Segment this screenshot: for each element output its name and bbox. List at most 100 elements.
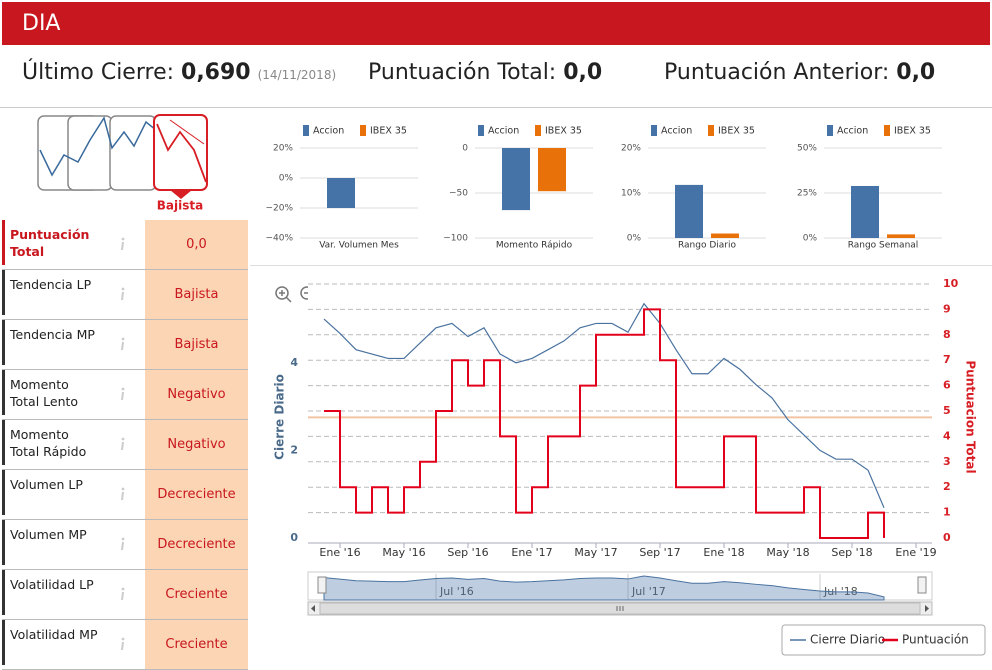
- y-tick-label: 20%: [621, 144, 641, 154]
- date: (14/11/2018): [257, 68, 337, 82]
- row-value: Decreciente: [145, 520, 248, 569]
- navigator-tick-label: Jul '16: [439, 585, 474, 598]
- row-label: Volatilidad LP: [2, 570, 100, 615]
- info-icon[interactable]: [118, 387, 128, 401]
- total-score: Puntuación Total: 0,0: [368, 60, 602, 85]
- y-tick-label: −20%: [265, 204, 293, 214]
- navigator-handle[interactable]: [317, 576, 327, 594]
- header-title: DIA: [2, 2, 990, 45]
- x-tick-label: Momento Rápido: [496, 241, 573, 251]
- navigator-tick-label: Jul '17: [631, 585, 666, 598]
- x-tick-label: Ene '18: [703, 546, 744, 559]
- legend-label: IBEX 35: [894, 126, 931, 137]
- legend-label: Cierre Diario: [810, 633, 885, 647]
- x-tick-label: May '17: [574, 546, 617, 559]
- last-close: Último Cierre: 0,690 (14/11/2018): [22, 60, 336, 85]
- x-tick-label: Ene '16: [319, 546, 360, 559]
- y-tick-label: 0: [462, 144, 468, 154]
- y2-tick-label: 9: [943, 302, 951, 315]
- bar: [502, 148, 530, 211]
- y-axis-title: Cierre Diario: [273, 374, 287, 460]
- row-value: 0,0: [145, 220, 248, 269]
- y2-tick-label: 8: [943, 328, 951, 341]
- y-tick-label: 0: [290, 531, 298, 544]
- row-label: Momento Total Lento: [2, 370, 100, 415]
- label: Puntuación Anterior:: [664, 60, 890, 85]
- row-label: Puntuación Total: [2, 220, 100, 265]
- x-tick-label: Sep '18: [831, 546, 872, 559]
- info-icon[interactable]: [118, 237, 128, 251]
- row-label: Volumen LP: [2, 470, 100, 515]
- x-tick-label: May '18: [766, 546, 809, 559]
- y-tick-label: 4: [290, 356, 298, 369]
- score-row: Momento Total Rápido Negativo: [2, 420, 248, 470]
- y-tick-label: 0%: [803, 234, 818, 244]
- y-tick-label: 10%: [621, 189, 641, 199]
- bar: [887, 234, 915, 238]
- info-icon[interactable]: [118, 437, 128, 451]
- row-value: Bajista: [145, 270, 248, 319]
- y-tick-label: −40%: [265, 234, 293, 244]
- trend-label: Bajista: [157, 199, 203, 213]
- bar: [711, 233, 739, 238]
- row-value: Negativo: [145, 370, 248, 419]
- y-tick-label: 25%: [797, 189, 817, 199]
- legend-label: Accion: [313, 126, 344, 137]
- legend-label: Accion: [837, 126, 868, 137]
- bar: [675, 184, 703, 238]
- y2-axis-title: Puntuacion Total: [964, 360, 978, 473]
- legend-swatch: [478, 125, 484, 136]
- value: 0,0: [896, 60, 936, 85]
- info-icon[interactable]: [118, 487, 128, 501]
- legend-label: Puntuación: [902, 633, 969, 647]
- row-value: Creciente: [145, 570, 248, 619]
- row-value: Negativo: [145, 420, 248, 469]
- bar: [851, 185, 879, 238]
- legend-swatch: [884, 125, 890, 136]
- row-label: Tendencia LP: [2, 270, 100, 315]
- row-label: Volatilidad MP: [2, 620, 100, 665]
- legend-swatch: [827, 125, 833, 136]
- score-row: Tendencia LP Bajista: [2, 270, 248, 320]
- score-row: Momento Total Lento Negativo: [2, 370, 248, 420]
- previous-score: Puntuación Anterior: 0,0: [664, 60, 935, 85]
- separator: [250, 265, 992, 266]
- info-icon[interactable]: [118, 337, 128, 351]
- info-icon[interactable]: [118, 537, 128, 551]
- zoom-in[interactable]: [275, 286, 292, 303]
- row-value: Bajista: [145, 320, 248, 369]
- series-line: [324, 308, 885, 539]
- y2-tick-label: 1: [943, 506, 951, 519]
- series-line: [323, 302, 885, 509]
- value: 0,690: [181, 60, 251, 85]
- score-row: Volumen LP Decreciente: [2, 470, 248, 520]
- legend-swatch: [535, 125, 541, 136]
- navigator-handle[interactable]: [917, 576, 927, 594]
- score-row: Volumen MP Decreciente: [2, 520, 248, 570]
- separator: [0, 107, 992, 108]
- value: 0,0: [563, 60, 603, 85]
- row-label: Volumen MP: [2, 520, 100, 565]
- legend-label: IBEX 35: [370, 126, 407, 137]
- y2-tick-label: 5: [943, 404, 951, 417]
- info-icon[interactable]: [118, 587, 128, 601]
- y-tick-label: −100: [443, 234, 468, 244]
- x-tick-label: May '16: [382, 546, 425, 559]
- info-icon[interactable]: [118, 287, 128, 301]
- legend-swatch: [651, 125, 657, 136]
- score-row: Puntuación Total 0,0: [2, 220, 248, 270]
- row-label: Momento Total Rápido: [2, 420, 100, 465]
- legend-label: Accion: [661, 126, 692, 137]
- y-tick-label: 20%: [273, 144, 293, 154]
- y2-tick-label: 2: [943, 480, 951, 493]
- x-tick-label: Rango Diario: [678, 241, 737, 251]
- info-icon[interactable]: [118, 637, 128, 651]
- y-tick-label: 0%: [627, 234, 642, 244]
- x-tick-label: Var. Volumen Mes: [319, 241, 399, 251]
- scrollbar[interactable]: [307, 601, 933, 616]
- row-value: Decreciente: [145, 470, 248, 519]
- y-tick-label: −50: [449, 189, 468, 199]
- x-tick-label: Rango Semanal: [848, 241, 919, 251]
- y-tick-label: 50%: [797, 144, 817, 154]
